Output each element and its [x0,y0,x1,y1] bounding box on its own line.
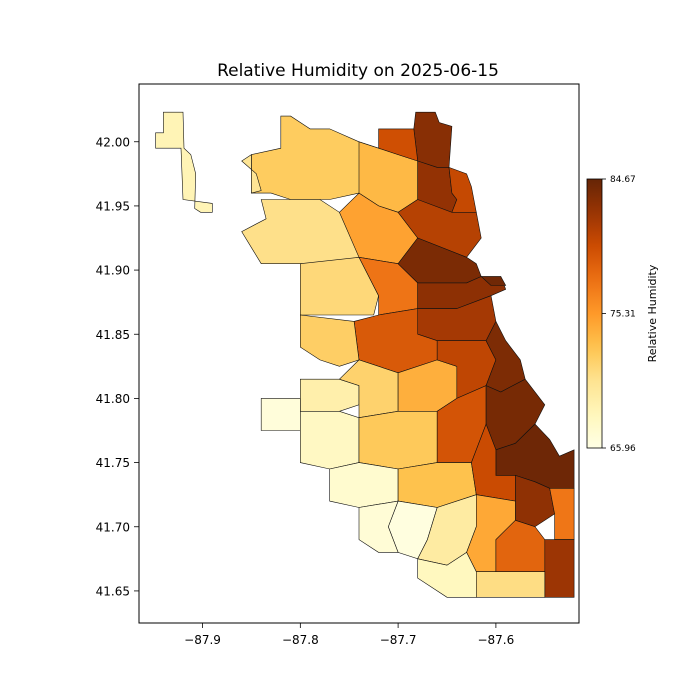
tract-polygons [155,111,575,598]
region-ashburn [329,462,399,508]
y-tick-label: 41.70 [96,520,130,534]
plot-frame [138,83,580,624]
colorbar-label: Relative Humidity [646,264,659,362]
region-harwood-pocket [241,154,262,194]
region-clearing [260,398,301,431]
y-tick-label: 41.85 [96,328,130,342]
region-chicago-lawn [358,410,438,470]
region-west-lawn [299,410,360,470]
x-axis: −87.9 −87.8 −87.7 −87.6 [184,623,514,647]
y-tick-label: 41.95 [96,199,130,213]
region-cicero-border [299,314,360,367]
region-riverdale [475,571,546,598]
x-tick-label: −87.9 [184,633,221,647]
x-tick-label: −87.8 [282,633,319,647]
colorbar-tick-label: 65.96 [610,444,636,454]
y-tick-label: 41.75 [96,456,130,470]
y-tick-label: 41.65 [96,584,130,598]
colorbar-tick-label: 75.31 [610,310,636,320]
y-tick-label: 41.90 [96,264,130,278]
colorbar: 65.96 75.31 84.67 Relative Humidity [586,175,659,454]
colorbar-tick-label: 84.67 [610,175,636,185]
y-tick-label: 42.00 [96,135,130,149]
map-axes: −87.9 −87.8 −87.7 −87.6 41.65 41.70 41.75 41.8… [96,83,580,647]
region-ohare [155,111,213,213]
region-garfield-ridge [299,378,360,412]
region-hegewisch [544,539,575,598]
region-west-ridge [378,128,419,162]
x-tick-label: −87.6 [477,633,514,647]
y-axis: 41.65 41.70 41.75 41.80 41.85 41.90 41.95 42.00 [96,135,139,598]
x-tick-label: −87.7 [380,633,417,647]
y-tick-label: 41.80 [96,392,130,406]
region-lakeview [397,199,482,258]
region-navy-pier [480,276,507,286]
colorbar-ticks: 65.96 75.31 84.67 [602,175,636,454]
chart-title: Relative Humidity on 2025-06-15 [217,61,499,81]
colorbar-scale [586,178,603,449]
region-mount-greenwood [358,500,399,553]
